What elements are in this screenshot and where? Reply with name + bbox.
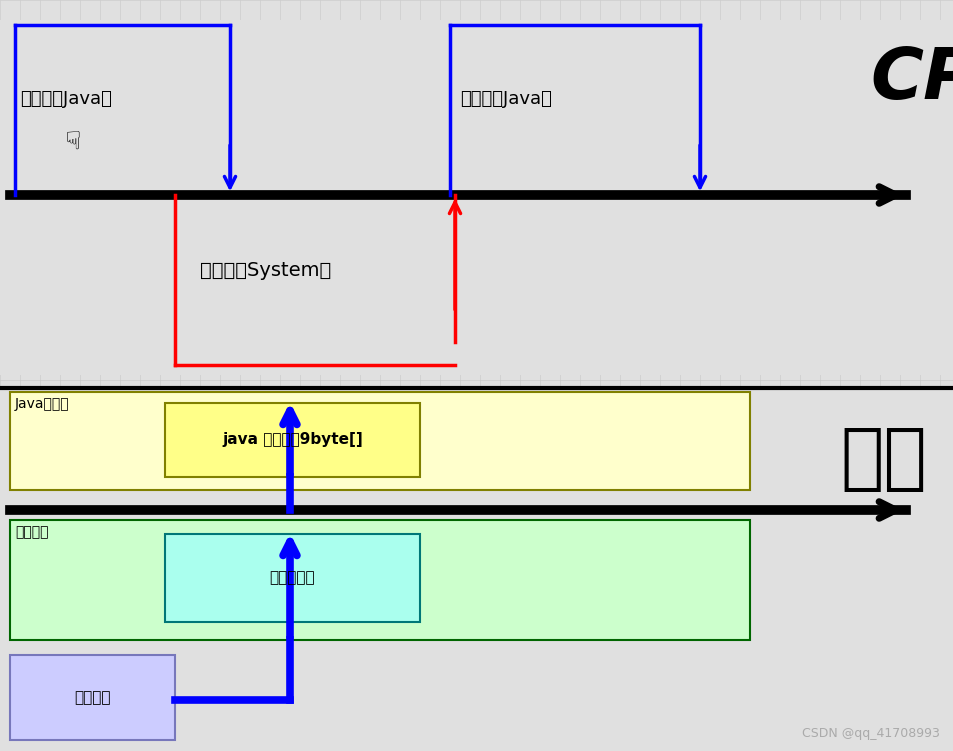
Bar: [165, 403, 419, 477]
Text: 用户态（Java）: 用户态（Java）: [20, 90, 112, 108]
Text: 内核态（System）: 内核态（System）: [200, 261, 331, 279]
Bar: [0, 20, 953, 375]
Bar: [10, 520, 749, 640]
Text: Java堆内存: Java堆内存: [15, 397, 70, 411]
Bar: [165, 534, 419, 622]
Bar: [0, 390, 953, 751]
Bar: [10, 392, 749, 490]
Text: 用户态（Java）: 用户态（Java）: [459, 90, 551, 108]
Text: 内存: 内存: [840, 426, 925, 494]
Text: 系统内存: 系统内存: [15, 525, 49, 539]
Text: 系统缓存区: 系统缓存区: [270, 571, 315, 586]
Text: ☞: ☞: [56, 130, 80, 152]
Text: java 缓冲区戇9byte[]: java 缓冲区戇9byte[]: [222, 433, 362, 448]
Bar: [10, 655, 174, 740]
Text: CSDN @qq_41708993: CSDN @qq_41708993: [801, 727, 939, 740]
Text: CPU: CPU: [869, 46, 953, 114]
Text: 磁盘文件: 磁盘文件: [74, 690, 111, 705]
